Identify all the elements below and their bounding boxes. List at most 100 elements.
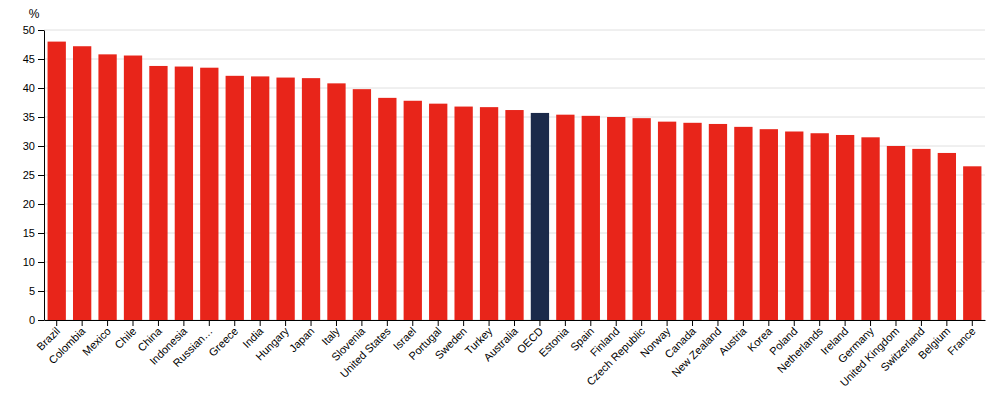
y-tick: 5 [29,285,44,297]
bar [633,118,651,320]
x-tick-label: Chile [112,325,138,351]
bar [582,116,600,320]
y-tick-label: 40 [23,82,35,94]
chart-container: BrazilColombiaMexicoChileChinaIndonesiaR… [0,0,1000,404]
bar [276,78,294,320]
x-tick-mark [590,320,591,326]
y-tick-label: 5 [29,285,35,297]
x-tick: Estonia [536,320,571,359]
grid-line [44,59,985,60]
x-tick: Czech Republic [584,320,647,388]
x-tick: Belgium [916,320,953,361]
y-axis-line [44,31,45,321]
x-tick-mark [234,320,235,326]
y-tick-label: 50 [23,24,35,36]
x-tick-mark [895,320,896,326]
x-tick-mark [717,320,718,326]
x-tick: Mexico [80,320,113,358]
x-tick-mark [311,320,312,326]
x-tick-mark [133,320,134,326]
x-tick: Russian… [170,320,214,369]
x-tick-mark [641,320,642,326]
y-tick-label: 20 [23,198,35,210]
y-tick-mark [38,320,44,321]
y-tick: 0 [29,314,44,326]
y-tick: 25 [23,169,44,181]
y-tick-label: 30 [23,140,35,152]
y-tick-mark [38,88,44,89]
x-tick-mark [285,320,286,326]
bar [124,56,142,320]
y-tick: 45 [23,53,44,65]
x-tick-label: Mexico [80,325,113,358]
x-tick-label: Sweden [432,325,469,362]
bar [353,89,371,320]
y-tick-mark [38,233,44,234]
x-tick-label: Czech Republic [584,324,647,387]
x-tick-mark [158,320,159,326]
x-tick-mark [870,320,871,326]
x-tick-mark [387,320,388,326]
x-tick-label: Austria [716,324,749,357]
x-tick-label: Russian… [170,325,214,369]
y-tick: 20 [23,198,44,210]
y-tick-mark [38,291,44,292]
y-tick: 40 [23,82,44,94]
x-tick-mark [183,320,184,326]
y-tick-mark [38,146,44,147]
x-tick-mark [539,320,540,326]
y-tick-label: 35 [23,111,35,123]
x-tick-mark [616,320,617,326]
plot-area [48,42,982,320]
x-tick-label: New Zealand [669,325,723,379]
x-tick-label: Estonia [536,324,571,359]
x-tick: Colombia [46,320,88,366]
bar [73,46,91,320]
x-tick-label: Belgium [916,325,953,362]
y-axis: 0 5 10 15 20 25 30 35 40 45 50 [23,24,45,326]
y-tick-label: 0 [29,314,35,326]
x-tick-mark [768,320,769,326]
bar [98,54,116,320]
x-tick-mark [463,320,464,326]
x-tick-mark [82,320,83,326]
bar [556,115,574,320]
x-tick-mark [794,320,795,326]
x-tick: Australia [481,320,520,363]
y-tick-label: 15 [23,227,35,239]
x-tick-mark [361,320,362,326]
x-tick-label: United States [338,324,394,380]
bar [175,67,193,320]
bar [200,68,218,320]
bar [454,107,472,320]
x-tick: Greece [206,320,240,359]
bar [836,135,854,320]
x-tick: Switzerland [878,320,927,373]
x-tick: Austria [716,320,749,357]
x-tick-mark [107,320,108,326]
x-tick-mark [489,320,490,326]
x-tick: Chile [112,320,138,351]
x-tick: Japan [287,320,317,354]
x-tick: Sweden [432,320,469,361]
y-tick-mark [38,30,44,31]
bar [963,166,981,320]
x-tick: Hungary [253,320,291,363]
x-tick-mark [972,320,973,326]
x-tick-mark [209,320,210,326]
y-tick: 50 [23,24,44,36]
x-tick-mark [438,320,439,326]
y-tick-label: 10 [23,256,35,268]
y-tick: 35 [23,111,44,123]
x-tick-mark [336,320,337,326]
bar [887,146,905,320]
x-tick-mark [692,320,693,326]
bar [531,113,549,320]
bar [811,133,829,320]
x-axis: BrazilColombiaMexicoChileChinaIndonesiaR… [34,320,985,389]
x-tick-label: Hungary [253,324,291,362]
x-tick-mark [514,320,515,326]
bar [480,107,498,320]
bar [302,78,320,320]
grid [44,30,985,320]
